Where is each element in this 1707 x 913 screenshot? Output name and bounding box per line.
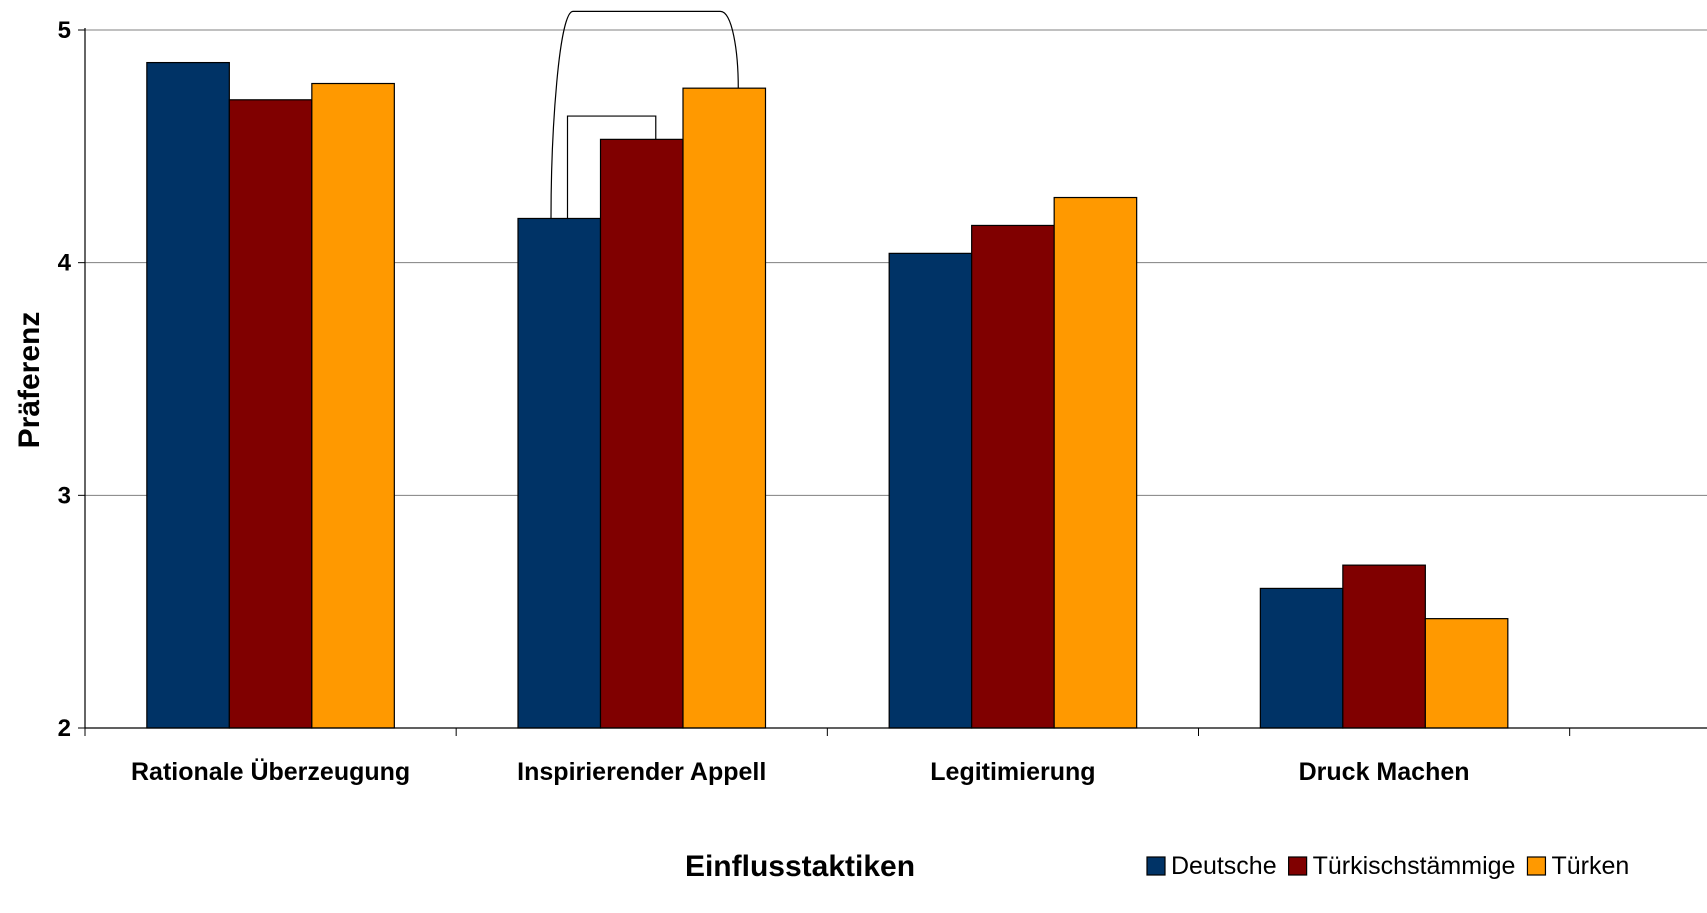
y-tick-label: 4 xyxy=(58,250,72,277)
x-category-label: Druck Machen xyxy=(1299,758,1470,786)
y-tick-labels: 2 3 4 5 xyxy=(58,17,72,742)
bar xyxy=(1342,564,1426,729)
legend-swatch xyxy=(1146,856,1166,876)
bar xyxy=(1424,618,1509,729)
x-axis-title: Einflusstaktiken xyxy=(685,850,915,883)
bars xyxy=(146,61,1509,729)
bar xyxy=(517,217,602,729)
x-category-label: Legitimierung xyxy=(930,758,1095,786)
bar xyxy=(888,252,973,729)
bar xyxy=(146,61,230,729)
bar xyxy=(682,87,767,729)
y-axis-title: Präferenz xyxy=(13,312,46,449)
y-tick-label: 3 xyxy=(58,482,71,509)
significance-bracket xyxy=(550,10,739,219)
legend-label: Türken xyxy=(1551,852,1629,880)
significance-brackets xyxy=(550,10,739,219)
legend-swatch xyxy=(1526,856,1547,876)
bar xyxy=(1259,587,1344,729)
x-category-label: Rationale Überzeugung xyxy=(131,757,410,786)
y-tick-label: 2 xyxy=(58,715,71,742)
legend-label: Türkischstämmige xyxy=(1313,852,1516,880)
legend-swatch xyxy=(1288,856,1308,876)
axes xyxy=(78,28,1707,736)
significance-bracket xyxy=(566,115,657,219)
y-tick-label: 5 xyxy=(58,17,71,44)
x-category-labels: Rationale Überzeugung Inspirierender Appe… xyxy=(131,757,1470,786)
bar xyxy=(1053,196,1138,729)
legend: Deutsche Türkischstämmige Türken xyxy=(1146,852,1629,880)
x-category-label: Inspirierender Appell xyxy=(517,758,766,786)
legend-label: Deutsche xyxy=(1171,852,1277,880)
bar xyxy=(228,99,313,729)
bar xyxy=(599,138,684,729)
bar xyxy=(971,224,1055,729)
bar xyxy=(311,82,395,729)
